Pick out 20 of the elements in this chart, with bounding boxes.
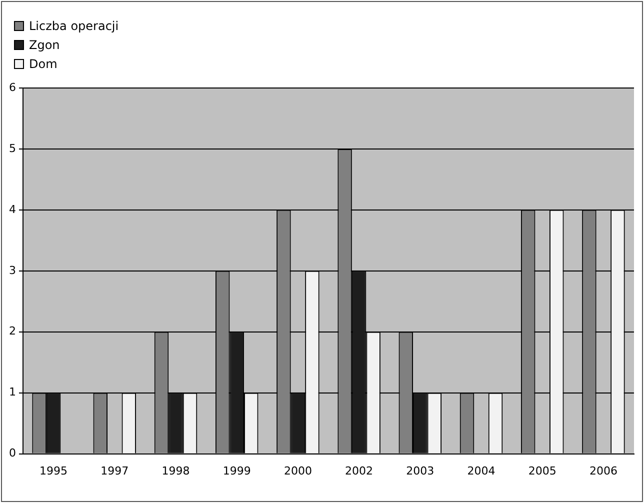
x-tick-label: 2000: [284, 464, 312, 478]
x-tick-label: 1999: [222, 464, 251, 478]
legend-label: Zgon: [29, 38, 60, 52]
x-tick-label: 2005: [528, 464, 556, 478]
x-tick-label: 1995: [40, 464, 68, 478]
y-tick-label: 1: [9, 386, 16, 399]
y-tick-label: 0: [9, 446, 16, 460]
x-tick-label: 2003: [406, 464, 434, 478]
legend-label: Liczba operacji: [29, 18, 119, 32]
x-tick-label: 2002: [345, 464, 374, 478]
legend-label: Dom: [29, 56, 58, 70]
y-tick-label: 2: [9, 324, 16, 338]
y-tick-label: 3: [9, 264, 16, 277]
y-tick-label: 5: [9, 142, 16, 155]
y-tick-label: 4: [9, 202, 16, 216]
x-tick-label: 2006: [589, 464, 618, 478]
x-tick-label: 2004: [467, 464, 496, 478]
x-tick-label: 1997: [100, 464, 129, 478]
x-tick-label: 1998: [162, 464, 190, 478]
y-tick-label: 6: [9, 80, 16, 94]
